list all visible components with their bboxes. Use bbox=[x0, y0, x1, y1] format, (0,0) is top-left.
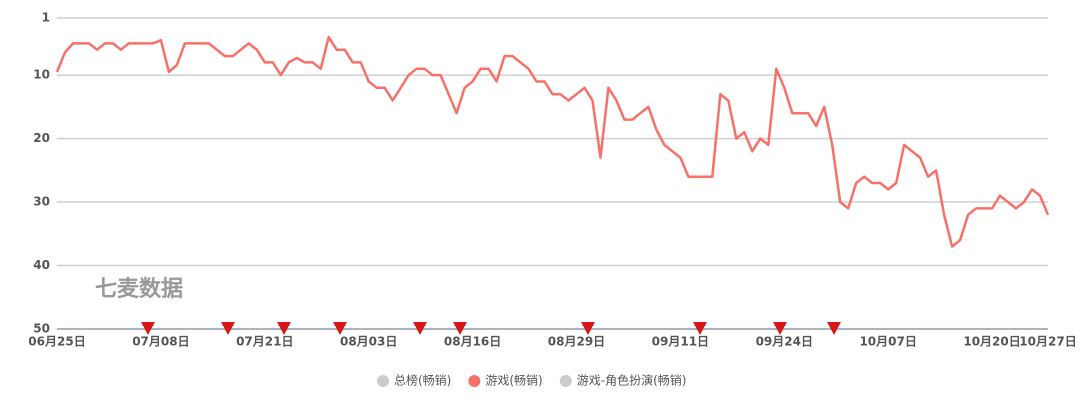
event-marker bbox=[413, 322, 427, 335]
x-tick-label: 10月07日 bbox=[859, 335, 916, 349]
x-tick-label: 07月08日 bbox=[132, 335, 189, 349]
legend-label: 总榜(畅销) bbox=[394, 373, 451, 388]
x-tick-label: 09月24日 bbox=[756, 335, 813, 349]
event-markers bbox=[141, 322, 841, 335]
event-marker bbox=[581, 322, 595, 335]
event-marker bbox=[693, 322, 707, 335]
y-tick-label: 30 bbox=[33, 195, 50, 209]
event-marker bbox=[453, 322, 467, 335]
x-tick-label: 10月27日 bbox=[1019, 335, 1076, 349]
legend-swatch bbox=[377, 375, 389, 387]
x-tick-label: 08月29日 bbox=[548, 335, 605, 349]
legend-label: 游戏(畅销) bbox=[485, 374, 542, 388]
x-tick-label: 07月21日 bbox=[236, 335, 293, 349]
event-marker bbox=[827, 322, 841, 335]
y-tick-label: 10 bbox=[33, 68, 50, 82]
legend-label: 游戏-角色扮演(畅销) bbox=[577, 373, 687, 388]
y-tick-label: 1 bbox=[42, 11, 50, 25]
x-tick-label: 10月20日 bbox=[963, 335, 1020, 349]
y-tick-label: 40 bbox=[33, 258, 50, 272]
x-tick-label: 09月11日 bbox=[652, 335, 709, 349]
event-marker bbox=[773, 322, 787, 335]
series-line bbox=[55, 35, 1050, 248]
y-tick-label: 20 bbox=[33, 131, 50, 145]
x-tick-label: 06月25日 bbox=[28, 335, 85, 349]
legend-swatch bbox=[468, 375, 481, 387]
y-tick-label: 50 bbox=[33, 322, 50, 336]
event-marker bbox=[333, 322, 347, 335]
event-marker bbox=[277, 322, 291, 335]
x-tick-label: 08月03日 bbox=[340, 335, 397, 349]
event-marker bbox=[221, 322, 235, 335]
x-tick-label: 08月16日 bbox=[444, 335, 501, 349]
event-marker bbox=[141, 322, 155, 335]
legend-swatch bbox=[559, 375, 572, 387]
watermark: 七麦数据 bbox=[95, 276, 183, 302]
